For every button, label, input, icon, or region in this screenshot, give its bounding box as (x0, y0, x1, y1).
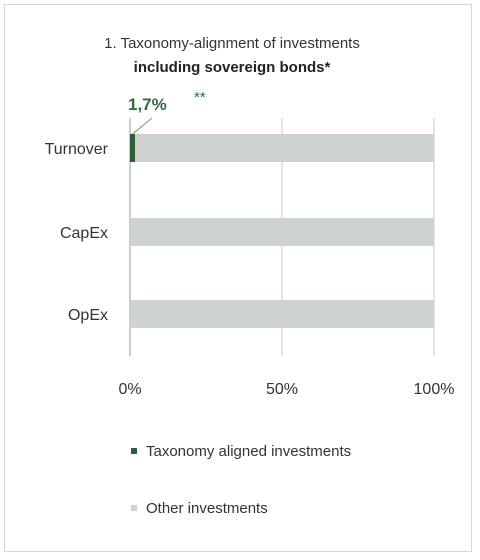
chart-frame (4, 4, 472, 552)
annotation-note: ** (194, 89, 206, 106)
category-label-opex: OpEx (68, 307, 108, 324)
legend-label-0: Taxonomy aligned investments (146, 443, 351, 460)
annotation-value-label: 1,7% (128, 95, 167, 114)
bar-turnover-other (135, 134, 434, 162)
x-tick-label-2: 100% (414, 381, 455, 398)
chart-title-line2: including sovereign bonds* (134, 59, 331, 76)
legend-swatch-0 (131, 448, 137, 454)
x-tick-label-0: 0% (118, 381, 141, 398)
x-tick-label-1: 50% (266, 381, 298, 398)
bar-turnover-aligned (130, 134, 136, 162)
legend-swatch-1 (131, 505, 137, 511)
annotation-leader-line (132, 117, 153, 135)
bar-opex-other (130, 300, 434, 328)
legend-label-1: Other investments (146, 500, 268, 517)
bar-capex-other (130, 218, 434, 246)
chart-title-line1: 1. Taxonomy-alignment of investments (104, 35, 360, 52)
category-label-capex: CapEx (60, 225, 108, 242)
category-label-turnover: Turnover (45, 141, 109, 158)
